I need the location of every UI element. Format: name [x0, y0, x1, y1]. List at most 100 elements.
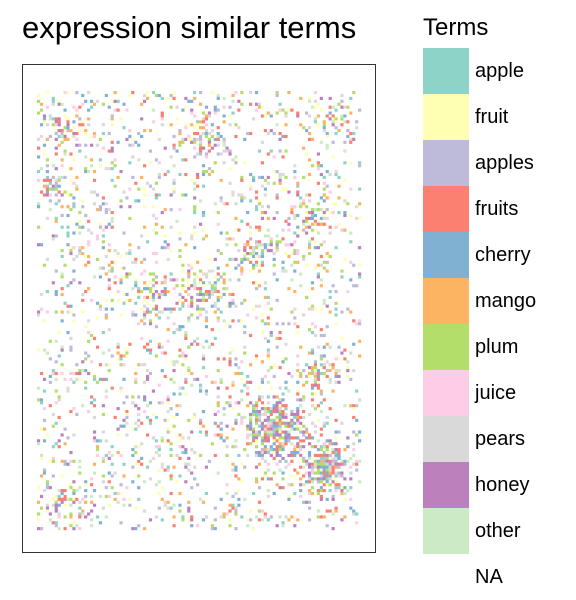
- heatmap-cell-juice: [334, 489, 338, 493]
- heatmap-cell-honey: [328, 96, 332, 100]
- heatmap-cell-pears: [352, 369, 356, 373]
- heatmap-cell-fruits: [216, 137, 220, 141]
- heatmap-cell-honey: [148, 322, 153, 326]
- heatmap-cell-other: [343, 120, 347, 124]
- heatmap-cell-apples: [334, 459, 338, 463]
- heatmap-cell-other: [307, 99, 312, 103]
- heatmap-cell-plum: [281, 477, 285, 481]
- heatmap-cell-juice: [246, 436, 250, 440]
- heatmap-cell-pears: [243, 196, 247, 200]
- heatmap-cell-juice: [216, 319, 220, 323]
- heatmap-cell-other: [75, 377, 79, 381]
- heatmap-cell-apples: [355, 284, 359, 288]
- heatmap-cell-honey: [346, 369, 350, 373]
- heatmap-cell-mango: [116, 175, 120, 179]
- heatmap-cell-apple: [284, 459, 288, 463]
- heatmap-cell-fruit: [313, 228, 318, 232]
- heatmap-cell-pears: [48, 114, 52, 118]
- heatmap-cell-fruit: [278, 439, 282, 443]
- heatmap-cell-fruit: [45, 433, 49, 437]
- heatmap-cell-fruits: [299, 415, 303, 419]
- heatmap-cell-apples: [104, 210, 108, 215]
- heatmap-cell-plum: [278, 448, 282, 452]
- heatmap-cell-other: [222, 319, 226, 323]
- heatmap-cell-cherry: [181, 108, 185, 112]
- heatmap-cell-fruits: [254, 196, 259, 200]
- heatmap-cell-juice: [204, 374, 209, 379]
- heatmap-cell-apples: [184, 377, 188, 381]
- heatmap-cell-cherry: [98, 521, 102, 525]
- heatmap-cell-honey: [278, 486, 282, 490]
- heatmap-cell-fruit: [272, 363, 276, 367]
- heatmap-cell-fruit: [116, 357, 120, 361]
- heatmap-cell-apple: [169, 448, 173, 452]
- heatmap-cell-mango: [296, 471, 300, 475]
- heatmap-cell-pears: [340, 93, 344, 98]
- heatmap-cell-other: [63, 152, 67, 156]
- heatmap-cell-honey: [287, 453, 291, 458]
- heatmap-cell-other: [104, 389, 108, 393]
- heatmap-cell-plum: [310, 486, 315, 490]
- heatmap-cell-mango: [160, 497, 164, 501]
- heatmap-cell-cherry: [90, 99, 94, 103]
- heatmap-cell-cherry: [325, 480, 329, 484]
- heatmap-cell-juice: [266, 351, 270, 355]
- heatmap-cell-fruit: [199, 310, 203, 314]
- heatmap-cell-fruit: [178, 439, 182, 443]
- heatmap-cell-cherry: [252, 436, 256, 440]
- heatmap-cell-honey: [69, 450, 73, 455]
- heatmap-cell-juice: [263, 427, 267, 431]
- heatmap-cell-mango: [234, 371, 238, 376]
- heatmap-cell-plum: [210, 134, 214, 139]
- heatmap-cell-other: [193, 281, 197, 285]
- heatmap-cell-apples: [172, 146, 176, 150]
- heatmap-cell-juice: [225, 512, 229, 516]
- heatmap-cell-mango: [310, 491, 315, 496]
- heatmap-cell-honey: [296, 114, 300, 118]
- heatmap-cell-fruits: [225, 386, 229, 390]
- heatmap-cell-honey: [184, 465, 188, 469]
- heatmap-cell-honey: [187, 506, 191, 510]
- heatmap-cell-cherry: [145, 348, 150, 352]
- heatmap-cell-pears: [151, 436, 156, 440]
- heatmap-cell-plum: [246, 257, 250, 261]
- heatmap-cell-juice: [266, 401, 270, 405]
- heatmap-cell-honey: [302, 445, 306, 449]
- heatmap-cell-fruit: [225, 322, 229, 326]
- heatmap-cell-plum: [137, 187, 141, 191]
- heatmap-cell-other: [281, 524, 285, 528]
- heatmap-cell-fruits: [237, 108, 241, 112]
- heatmap-cell-fruit: [299, 427, 303, 431]
- heatmap-cell-apple: [51, 117, 55, 121]
- heatmap-cell-honey: [51, 281, 55, 285]
- heatmap-cell-fruit: [231, 407, 235, 411]
- heatmap-cell-honey: [199, 298, 203, 302]
- heatmap-cell-honey: [72, 527, 76, 531]
- heatmap-cell-other: [346, 459, 350, 463]
- heatmap-cell-plum: [316, 164, 320, 168]
- heatmap-cell-fruits: [42, 178, 47, 182]
- heatmap-cell-plum: [310, 304, 315, 308]
- heatmap-cell-fruits: [254, 418, 259, 422]
- heatmap-cell-apples: [204, 152, 209, 156]
- heatmap-cell-plum: [104, 494, 108, 499]
- heatmap-cell-juice: [54, 123, 58, 127]
- heatmap-cell-pears: [107, 208, 111, 212]
- heatmap-cell-apple: [54, 521, 58, 525]
- heatmap-cell-plum: [213, 161, 217, 165]
- heatmap-cell-cherry: [140, 456, 144, 460]
- heatmap-cell-cherry: [278, 453, 282, 458]
- heatmap-cell-fruit: [166, 401, 170, 405]
- heatmap-cell-apples: [101, 266, 105, 270]
- heatmap-cell-mango: [107, 263, 111, 267]
- heatmap-cell-fruits: [119, 354, 123, 358]
- heatmap-cell-fruit: [249, 269, 253, 273]
- heatmap-cell-plum: [78, 210, 82, 215]
- heatmap-cell-juice: [293, 240, 297, 244]
- heatmap-cell-plum: [101, 474, 105, 478]
- heatmap-cell-fruits: [246, 222, 250, 226]
- heatmap-cell-honey: [307, 216, 312, 220]
- heatmap-cell-mango: [42, 427, 47, 431]
- heatmap-cell-plum: [319, 462, 323, 466]
- heatmap-cell-juice: [90, 477, 94, 481]
